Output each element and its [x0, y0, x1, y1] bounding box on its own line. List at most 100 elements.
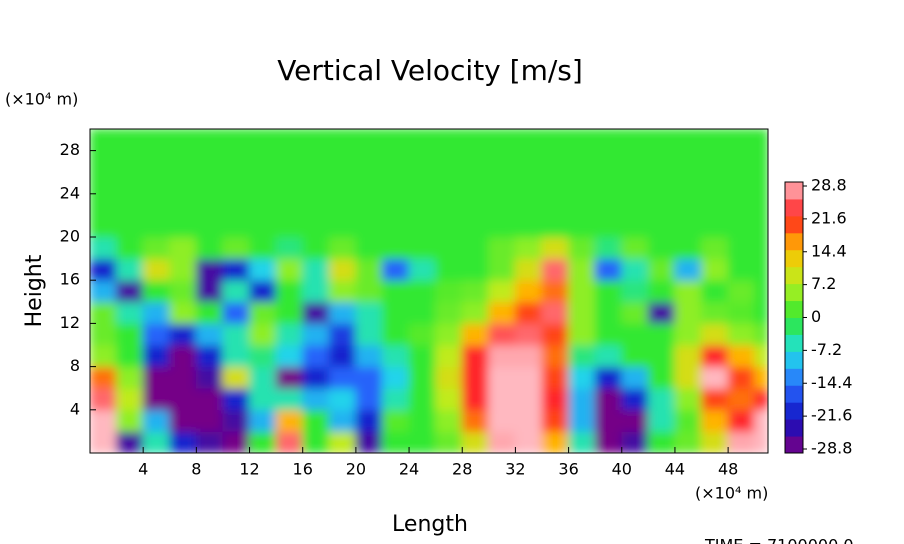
- field-cell: [461, 129, 490, 238]
- field-cell: [461, 258, 490, 281]
- field-cell: [568, 344, 596, 368]
- y-tick-label: 4: [70, 399, 80, 418]
- field-cell: [142, 279, 171, 303]
- field-cell: [621, 258, 649, 281]
- field-cell: [355, 258, 383, 281]
- field-cell: [355, 430, 383, 453]
- y-tick-label: 24: [60, 183, 80, 202]
- field-cell: [647, 409, 676, 432]
- field-cell: [754, 430, 768, 453]
- field-cell: [461, 301, 490, 324]
- field-cell: [222, 430, 251, 453]
- field-cell: [701, 301, 729, 324]
- field-cell: [727, 279, 756, 303]
- field-cell: [594, 366, 623, 389]
- field-cell: [275, 129, 304, 238]
- field-cell: [568, 409, 596, 432]
- field-cell: [594, 409, 623, 432]
- field-cell: [408, 279, 437, 303]
- field-cell: [381, 344, 410, 368]
- field-cell: [249, 236, 277, 260]
- field-cell: [461, 366, 490, 389]
- x-tick-label: 48: [718, 460, 738, 479]
- field-cell: [727, 430, 756, 453]
- colorbar-swatch: [785, 232, 803, 251]
- field-cell: [461, 322, 490, 346]
- field-cell: [142, 409, 171, 432]
- field-cell: [568, 258, 596, 281]
- field-cell: [355, 344, 383, 368]
- field-cell: [90, 129, 118, 238]
- field-cell: [727, 236, 756, 260]
- field-cell: [461, 430, 490, 453]
- plot-frame: [89, 128, 769, 454]
- field-cell: [408, 322, 437, 346]
- y-tick-label: 16: [60, 270, 80, 289]
- colorbar-swatch: [785, 283, 803, 302]
- y-tick-label: 20: [60, 227, 80, 246]
- field-cell: [568, 301, 596, 324]
- field-cell: [328, 387, 357, 411]
- field-cell: [621, 409, 649, 432]
- field-cell: [541, 236, 570, 260]
- field-cell: [249, 129, 277, 238]
- field-cell: [249, 387, 277, 411]
- field-cell: [169, 430, 197, 453]
- field-cell: [488, 236, 516, 260]
- field-cell: [514, 409, 543, 432]
- field-cell: [754, 236, 768, 260]
- colorbar-swatch: [785, 334, 803, 352]
- field-cell: [754, 409, 768, 432]
- field-cell: [169, 279, 197, 303]
- field-cell: [514, 322, 543, 346]
- field-cell: [461, 279, 490, 303]
- field-cell: [116, 301, 144, 324]
- field-cell: [195, 301, 224, 324]
- field-cell: [169, 344, 197, 368]
- field-cell: [408, 344, 437, 368]
- field-cell: [514, 301, 543, 324]
- field-cell: [647, 387, 676, 411]
- x-tick-label: 44: [665, 460, 685, 479]
- field-cell: [142, 129, 171, 238]
- field-cell: [302, 366, 330, 389]
- colorbar-tick-label: -7.2: [811, 340, 842, 359]
- colorbar-swatch: [785, 385, 803, 403]
- x-tick-label: 8: [191, 460, 201, 479]
- field-cell: [90, 322, 118, 346]
- field-cell: [514, 344, 543, 368]
- field-cell: [142, 236, 171, 260]
- colorbar-swatch: [785, 351, 803, 369]
- field-cell: [674, 430, 703, 453]
- field-cell: [116, 258, 144, 281]
- field-cell: [541, 301, 570, 324]
- field-cell: [90, 430, 118, 453]
- field-cell: [116, 409, 144, 432]
- field-cell: [90, 387, 118, 411]
- field-cell: [488, 366, 516, 389]
- field-cell: [222, 301, 251, 324]
- field-cell: [594, 430, 623, 453]
- field-cell: [381, 236, 410, 260]
- field-cell: [435, 366, 463, 389]
- field-cell: [701, 366, 729, 389]
- field-cell: [355, 409, 383, 432]
- field-cell: [621, 387, 649, 411]
- field-cell: [169, 387, 197, 411]
- field-cell: [647, 322, 676, 346]
- field-cell: [461, 387, 490, 411]
- field-cell: [541, 366, 570, 389]
- field-cell: [674, 322, 703, 346]
- field-cell: [328, 258, 357, 281]
- field-cell: [275, 366, 304, 389]
- field-cell: [169, 258, 197, 281]
- field-cell: [754, 322, 768, 346]
- field-cell: [594, 236, 623, 260]
- field-cell: [381, 129, 410, 238]
- field-cell: [90, 279, 118, 303]
- field-cell: [381, 301, 410, 324]
- field-cell: [701, 387, 729, 411]
- colorbar-tick-label: 0: [811, 307, 821, 326]
- field-cell: [514, 366, 543, 389]
- field-cell: [435, 279, 463, 303]
